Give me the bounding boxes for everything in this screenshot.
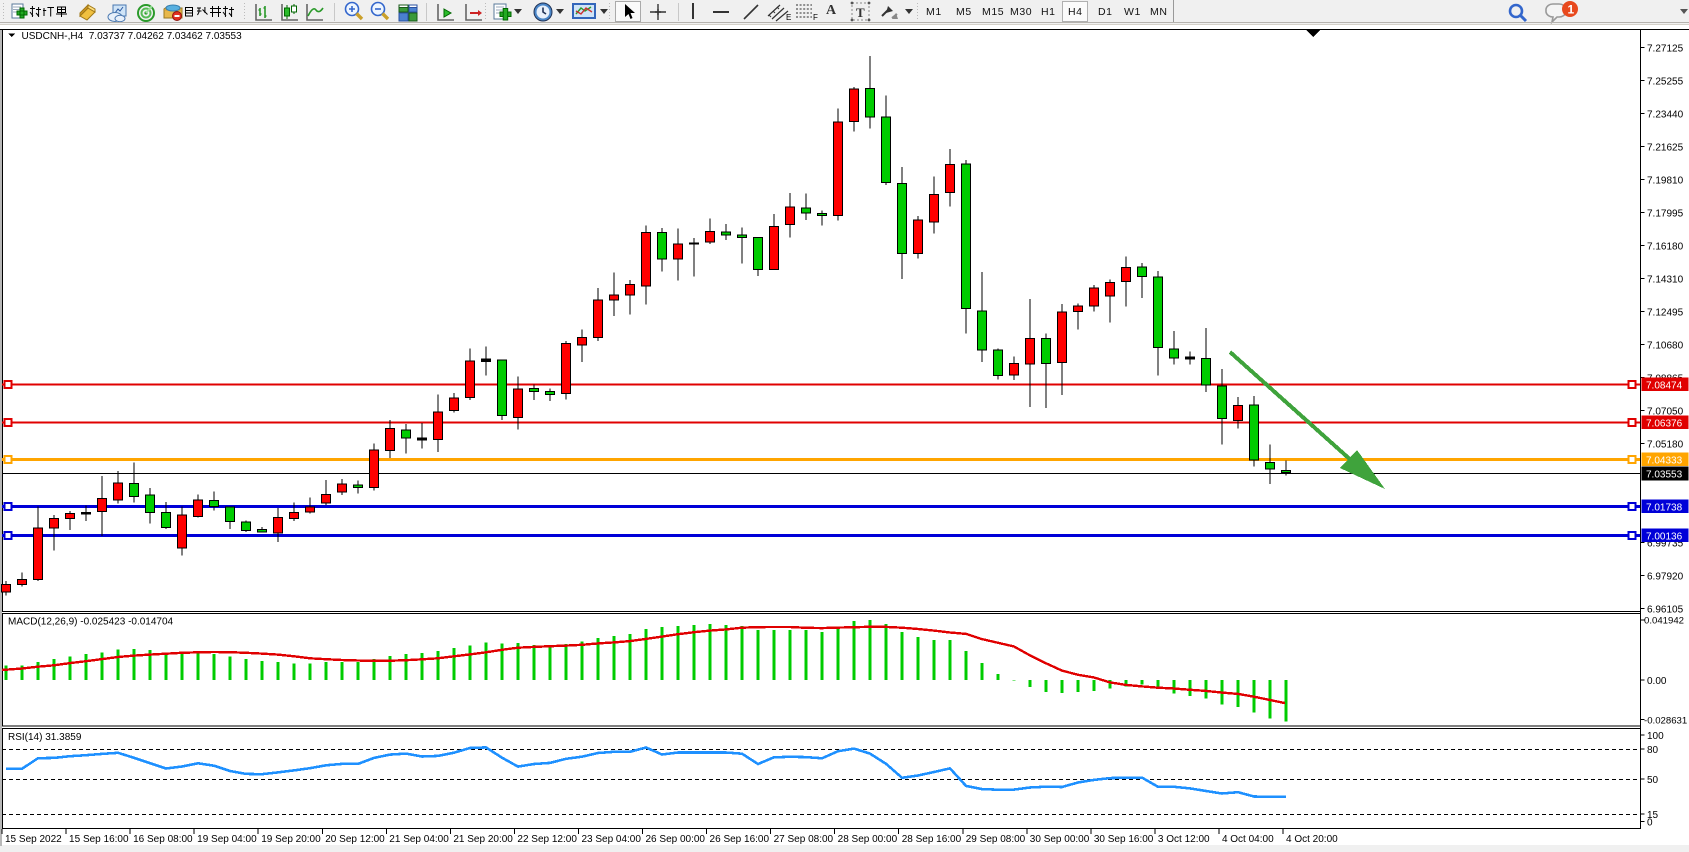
svg-text:7.17995: 7.17995 [1647, 208, 1684, 219]
svg-text:7.04333: 7.04333 [1646, 455, 1683, 466]
svg-text:15 Sep 2022: 15 Sep 2022 [5, 834, 62, 845]
svg-text:29 Sep 08:00: 29 Sep 08:00 [966, 834, 1026, 845]
svg-text:26 Sep 00:00: 26 Sep 00:00 [646, 834, 706, 845]
svg-text:16 Sep 08:00: 16 Sep 08:00 [133, 834, 193, 845]
svg-text:28 Sep 00:00: 28 Sep 00:00 [838, 834, 898, 845]
svg-text:0.00: 0.00 [1647, 676, 1667, 687]
svg-text:RSI(14) 31.3859: RSI(14) 31.3859 [8, 732, 82, 743]
svg-text:0.041942: 0.041942 [1644, 616, 1684, 627]
svg-text:27 Sep 08:00: 27 Sep 08:00 [774, 834, 834, 845]
svg-text:26 Sep 16:00: 26 Sep 16:00 [710, 834, 770, 845]
svg-text:4 Oct 20:00: 4 Oct 20:00 [1286, 834, 1338, 845]
svg-text:6.99735: 6.99735 [1647, 538, 1684, 549]
svg-text:7.01738: 7.01738 [1646, 502, 1683, 513]
svg-text:1: 1 [1568, 3, 1575, 17]
svg-text:7.27125: 7.27125 [1647, 43, 1684, 54]
svg-text:7.08474: 7.08474 [1646, 380, 1683, 391]
svg-text:19 Sep 04:00: 19 Sep 04:00 [197, 834, 257, 845]
svg-text:100: 100 [1647, 731, 1664, 742]
svg-text:0: 0 [1647, 818, 1653, 829]
svg-text:-0.028631: -0.028631 [1644, 716, 1687, 727]
svg-text:7.16180: 7.16180 [1647, 241, 1684, 252]
svg-text:7.21625: 7.21625 [1647, 142, 1684, 153]
svg-text:21 Sep 04:00: 21 Sep 04:00 [389, 834, 449, 845]
svg-text:7.12495: 7.12495 [1647, 307, 1684, 318]
svg-text:21 Sep 20:00: 21 Sep 20:00 [453, 834, 513, 845]
svg-text:7.06376: 7.06376 [1646, 418, 1683, 429]
svg-text:20 Sep 12:00: 20 Sep 12:00 [325, 834, 385, 845]
svg-text:30 Sep 16:00: 30 Sep 16:00 [1094, 834, 1154, 845]
svg-text:15 Sep 16:00: 15 Sep 16:00 [69, 834, 129, 845]
svg-text:7.05180: 7.05180 [1647, 439, 1684, 450]
svg-text:7.25255: 7.25255 [1647, 76, 1684, 87]
svg-text:7.00136: 7.00136 [1646, 531, 1683, 542]
svg-text:4 Oct 04:00: 4 Oct 04:00 [1222, 834, 1274, 845]
svg-text:15: 15 [1647, 810, 1659, 821]
svg-text:50: 50 [1647, 775, 1659, 786]
svg-text:6.97920: 6.97920 [1647, 571, 1684, 582]
svg-text:7.14310: 7.14310 [1647, 274, 1684, 285]
svg-text:80: 80 [1647, 745, 1659, 756]
svg-text:7.03553: 7.03553 [1646, 470, 1683, 481]
svg-text:7.23440: 7.23440 [1647, 109, 1684, 120]
svg-text:MACD(12,26,9) -0.025423 -0.014: MACD(12,26,9) -0.025423 -0.014704 [8, 617, 174, 628]
svg-text:30 Sep 00:00: 30 Sep 00:00 [1030, 834, 1090, 845]
svg-text:7.10680: 7.10680 [1647, 340, 1684, 351]
svg-text:3 Oct 12:00: 3 Oct 12:00 [1158, 834, 1210, 845]
svg-text:22 Sep 12:00: 22 Sep 12:00 [517, 834, 577, 845]
svg-text:7.07050: 7.07050 [1647, 406, 1684, 417]
svg-text:T: T [856, 5, 865, 20]
svg-text:28 Sep 16:00: 28 Sep 16:00 [902, 834, 962, 845]
svg-text:6.96105: 6.96105 [1647, 604, 1684, 615]
svg-text:19 Sep 20:00: 19 Sep 20:00 [261, 834, 321, 845]
svg-text:USDCNH-,H4 7.03737 7.04262 7.: USDCNH-,H4 7.03737 7.04262 7.03462 7.035… [22, 31, 243, 42]
svg-text:7.19810: 7.19810 [1647, 175, 1684, 186]
svg-text:23 Sep 04:00: 23 Sep 04:00 [581, 834, 641, 845]
